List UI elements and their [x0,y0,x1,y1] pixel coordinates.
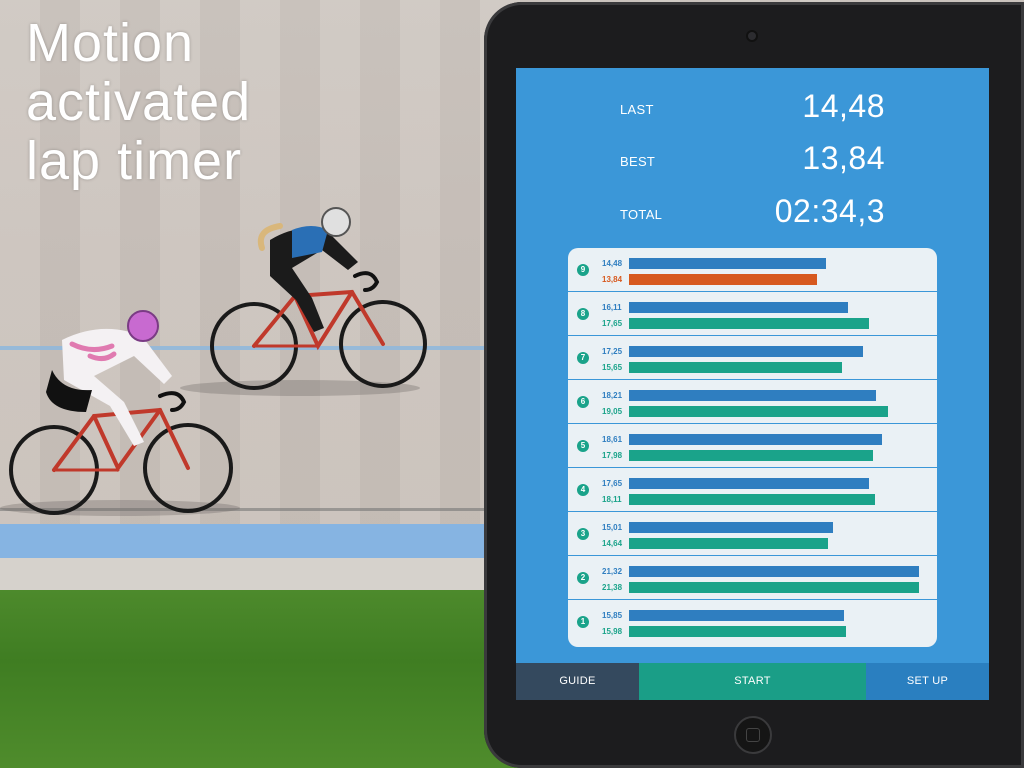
lap-time-label: 19,05 [602,407,623,416]
start-button[interactable]: START [639,663,866,700]
lap-time-label: 21,32 [602,567,623,576]
lap-time-label: 15,85 [602,611,623,620]
lap-time-bar [629,362,842,373]
lap-time-label: 14,48 [602,259,623,268]
stat-value: 02:34,3 [774,193,885,229]
stat-last: LAST 14,48 [516,88,989,128]
lap-number-badge: 1 [577,616,589,628]
lap-row: 9 14,48 13,84 [568,248,937,292]
lap-time-bar [629,450,873,461]
tab-bar: GUIDE START SET UP [516,663,989,700]
lap-time-bar [629,434,882,445]
stat-value: 13,84 [802,140,885,176]
lap-time-bar [629,494,875,505]
lap-row: 8 16,11 17,65 [568,292,937,336]
lap-row: 2 21,32 21,38 [568,556,937,600]
lap-time-label: 16,11 [602,303,622,312]
lap-time-bar [629,274,817,285]
lap-row: 3 15,01 14,64 [568,512,937,556]
setup-button[interactable]: SET UP [866,663,989,700]
lap-time-bar [629,522,833,533]
lap-time-label: 18,21 [602,391,623,400]
headline-line-2: activated [26,72,252,132]
lap-row: 7 17,25 15,65 [568,336,937,380]
ipad-device: LAST 14,48 BEST 13,84 TOTAL 02:34,3 9 14,… [484,2,1024,768]
headline: Motion activated lap timer [26,14,251,191]
lap-row: 5 18,61 17,98 [568,424,937,468]
lap-time-label: 21,38 [602,583,623,592]
lap-number-badge: 3 [577,528,589,540]
lap-time-label: 17,25 [602,347,623,356]
lap-time-bar [629,478,869,489]
lap-time-label: 18,61 [602,435,623,444]
lap-time-bar [629,318,869,329]
lap-time-bar [629,582,919,593]
lap-row: 4 17,65 18,11 [568,468,937,512]
lap-time-label: 17,65 [602,319,623,328]
lap-time-label: 17,65 [602,479,623,488]
home-button[interactable] [734,716,772,754]
lap-time-label: 14,64 [602,539,623,548]
lap-time-bar [629,302,848,313]
lap-time-bar [629,566,919,577]
lap-number-badge: 4 [577,484,589,496]
lap-time-label: 13,84 [602,275,623,284]
lap-time-bar [629,390,876,401]
lap-number-badge: 9 [577,264,589,276]
lap-row: 1 15,85 15,98 [568,600,937,643]
cyclists-illustration [0,207,427,516]
cyclist-front [0,310,240,516]
lap-time-bar [629,626,846,637]
lap-time-label: 15,98 [602,627,623,636]
stat-value: 14,48 [802,88,885,124]
lap-number-badge: 2 [577,572,589,584]
stat-best: BEST 13,84 [516,140,989,180]
lap-time-bar [629,406,888,417]
lap-time-bar [629,258,826,269]
lap-time-label: 15,01 [602,523,623,532]
lap-number-badge: 5 [577,440,589,452]
stat-label: LAST [620,102,654,117]
lap-time-bar [629,346,863,357]
lap-row: 6 18,21 19,05 [568,380,937,424]
laps-panel: 9 14,48 13,84 8 16,11 17,65 7 17,25 15,65 6 18,21 1… [568,248,937,647]
lap-time-label: 15,65 [602,363,623,372]
headline-line-3: lap timer [26,131,243,191]
app-screen: LAST 14,48 BEST 13,84 TOTAL 02:34,3 9 14,… [516,68,989,700]
stat-total: TOTAL 02:34,3 [516,193,989,233]
stat-label: TOTAL [620,207,663,222]
lap-time-bar [629,610,844,621]
lap-time-label: 17,98 [602,451,623,460]
stat-label: BEST [620,154,656,169]
lap-number-badge: 6 [577,396,589,408]
lap-time-label: 18,11 [602,495,622,504]
lap-number-badge: 8 [577,308,589,320]
cyclist-rear [180,207,427,396]
lap-number-badge: 7 [577,352,589,364]
headline-line-1: Motion [26,13,195,73]
guide-button[interactable]: GUIDE [516,663,639,700]
camera-icon [748,32,756,40]
lap-time-bar [629,538,828,549]
